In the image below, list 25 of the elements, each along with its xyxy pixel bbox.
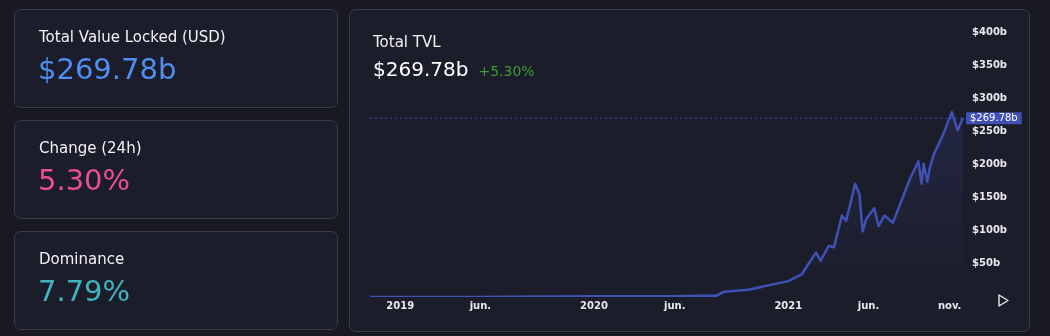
y-tick-label: $400b <box>972 25 1008 37</box>
text: Total Value Locked (USD) <box>39 28 226 46</box>
y-tick-label: $250b <box>972 124 1008 136</box>
y-tick-label: $150b <box>972 191 1008 203</box>
chart-title: Total TVL <box>373 33 441 51</box>
x-tick-label: jun. <box>662 299 686 311</box>
x-tick-label: 2021 <box>774 299 803 311</box>
text: Dominance <box>39 250 125 268</box>
x-tick-label: nov. <box>937 299 962 311</box>
x-tick-label: 2019 <box>386 299 415 311</box>
ref-line-label: $269.78b <box>970 111 1018 123</box>
text: 7.79% <box>38 274 131 308</box>
text: $269.78b <box>373 57 469 81</box>
y-tick-label: $100b <box>972 224 1008 236</box>
y-tick-label: $200b <box>972 158 1008 170</box>
y-tick-label: $50b <box>972 257 1001 269</box>
y-tick-label: $350b <box>972 58 1008 70</box>
text: $269.78b <box>38 52 177 86</box>
y-tick-label: $300b <box>972 91 1008 103</box>
x-tick-label: jun. <box>856 299 880 311</box>
x-tick-label: 2020 <box>580 299 608 311</box>
x-tick-label: jun. <box>468 299 492 311</box>
text: Change (24h) <box>39 139 142 157</box>
annotation: +5.30% <box>478 63 535 79</box>
text: 5.30% <box>38 163 131 197</box>
